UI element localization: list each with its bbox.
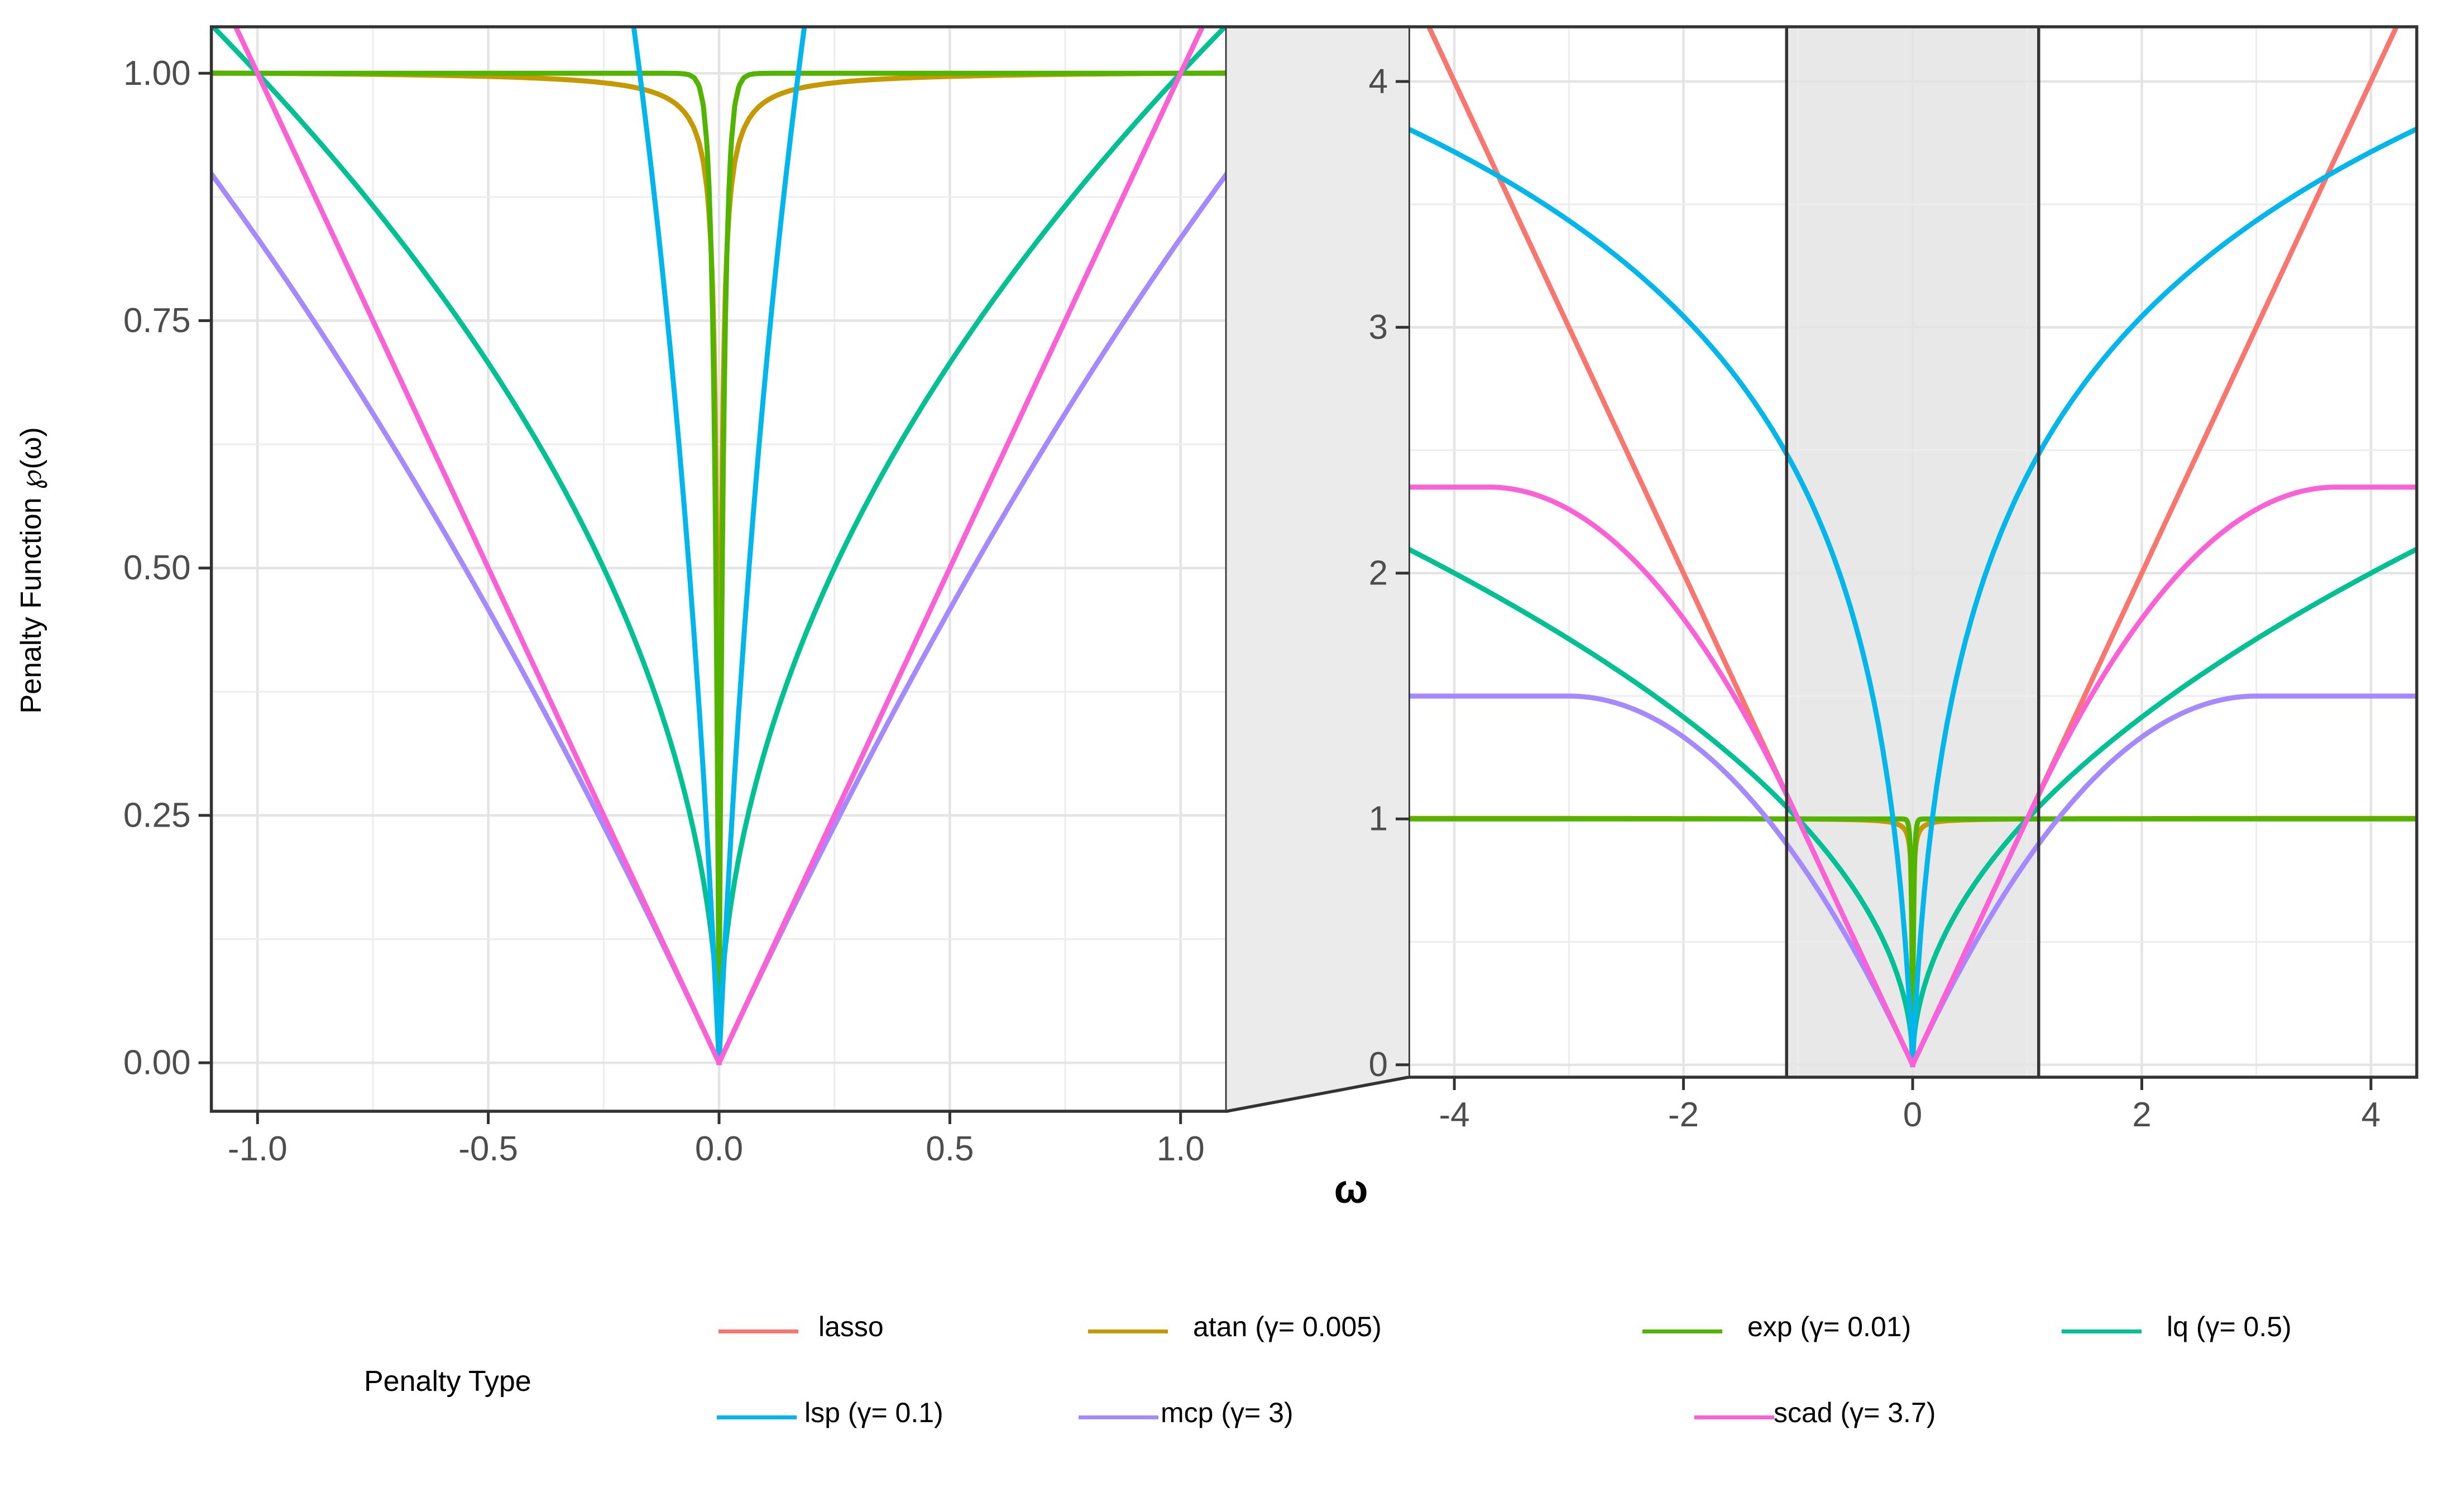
svg-text:1.0: 1.0 xyxy=(1157,1130,1205,1168)
svg-text:1: 1 xyxy=(1369,800,1388,838)
svg-text:1.00: 1.00 xyxy=(123,54,191,93)
svg-text:0.0: 0.0 xyxy=(695,1130,743,1168)
svg-text:4: 4 xyxy=(1369,63,1388,101)
svg-text:0.50: 0.50 xyxy=(123,549,191,587)
svg-text:0: 0 xyxy=(1903,1096,1922,1134)
svg-text:0: 0 xyxy=(1369,1045,1388,1084)
svg-text:-2: -2 xyxy=(1668,1096,1699,1134)
svg-text:4: 4 xyxy=(2361,1096,2380,1134)
svg-text:-1.0: -1.0 xyxy=(228,1130,288,1168)
svg-text:3: 3 xyxy=(1369,308,1388,347)
svg-text:2: 2 xyxy=(2132,1096,2151,1134)
svg-text:2: 2 xyxy=(1369,554,1388,592)
svg-text:0.25: 0.25 xyxy=(123,796,191,834)
svg-text:-4: -4 xyxy=(1439,1096,1470,1134)
svg-text:0.5: 0.5 xyxy=(926,1130,974,1168)
svg-text:0.75: 0.75 xyxy=(123,301,191,340)
svg-text:-0.5: -0.5 xyxy=(458,1130,518,1168)
svg-text:0.00: 0.00 xyxy=(123,1044,191,1082)
